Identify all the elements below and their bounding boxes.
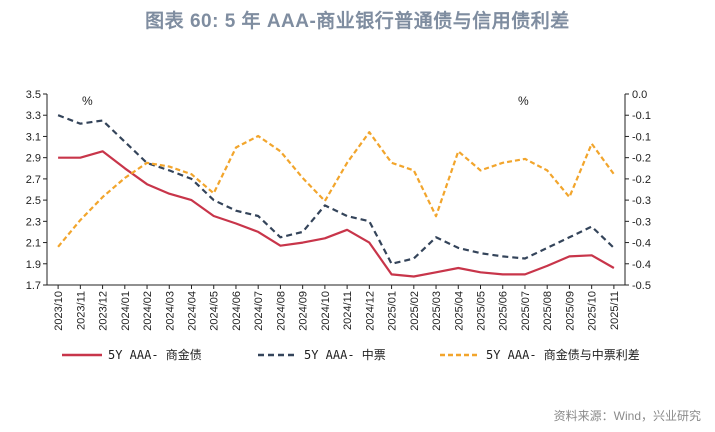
y-right-tick-label: -0.2 — [632, 153, 651, 165]
x-tick-label: 2024/06 — [231, 291, 243, 331]
x-tick-label: 2024/08 — [275, 291, 287, 331]
legend-label-3: 5Y AAA- 商金债与中票利差 — [486, 347, 640, 362]
x-tick-label: 2023/11 — [75, 291, 87, 330]
x-tick-label: 2025/06 — [498, 291, 510, 331]
y-left-tick-label: 2.7 — [26, 174, 41, 186]
x-tick-label: 2023/10 — [53, 291, 65, 331]
x-tick-label: 2025/09 — [564, 291, 576, 331]
left-axis-unit: % — [82, 94, 93, 108]
y-right-tick-label: -0.1 — [632, 131, 651, 143]
x-tick-label: 2024/10 — [320, 291, 332, 331]
y-right-tick-label: -0.4 — [632, 238, 651, 250]
x-tick-label: 2025/03 — [431, 291, 443, 331]
y-left-tick-label: 1.9 — [26, 259, 41, 271]
y-left-tick-label: 3.3 — [26, 110, 41, 122]
x-tick-label: 2025/05 — [476, 291, 488, 331]
x-tick-label: 2024/01 — [120, 291, 132, 331]
y-right-tick-label: -0.4 — [632, 259, 651, 271]
x-tick-label: 2023/12 — [98, 291, 110, 331]
x-tick-label: 2024/12 — [364, 291, 376, 331]
series-line-2 — [57, 114, 615, 265]
y-right-tick-label: -0.5 — [632, 280, 651, 292]
y-left-tick-label: 2.9 — [26, 153, 41, 165]
y-left-tick-label: 3.5 — [26, 89, 41, 101]
y-left-tick-label: 3.1 — [26, 131, 41, 143]
y-left-tick-label: 2.3 — [26, 216, 41, 228]
y-right-tick-label: -0.3 — [632, 195, 651, 207]
x-tick-label: 2025/01 — [387, 291, 399, 331]
x-tick-label: 2024/04 — [187, 291, 199, 331]
right-axis-unit: % — [518, 94, 529, 108]
x-tick-label: 2025/10 — [587, 291, 599, 331]
x-tick-label: 2024/05 — [209, 291, 221, 331]
x-tick-label: 2025/08 — [542, 291, 554, 331]
y-left-tick-label: 1.7 — [26, 280, 41, 292]
y-right-tick-label: -0.2 — [632, 174, 651, 186]
legend-label-2: 5Y AAA- 中票 — [304, 347, 386, 362]
x-tick-label: 2025/04 — [453, 291, 465, 331]
y-left-tick-label: 2.1 — [26, 238, 41, 250]
x-tick-label: 2024/02 — [142, 291, 154, 331]
y-right-tick-label: 0.0 — [632, 89, 647, 101]
x-tick-label: 2025/02 — [409, 291, 421, 331]
x-tick-label: 2024/03 — [164, 291, 176, 331]
x-tick-label: 2025/11 — [609, 291, 621, 330]
legend-label-1: 5Y AAA- 商金债 — [108, 347, 202, 362]
x-tick-label: 2024/11 — [342, 291, 354, 330]
x-tick-label: 2024/09 — [298, 291, 310, 331]
chart-title: 图表 60: 5 年 AAA-商业银行普通债与信用债利差 — [145, 11, 570, 32]
x-tick-label: 2025/07 — [520, 291, 532, 331]
x-tick-label: 2024/07 — [253, 291, 265, 331]
y-left-tick-label: 2.5 — [26, 195, 41, 207]
y-right-tick-label: -0.3 — [632, 216, 651, 228]
y-right-tick-label: -0.1 — [632, 110, 651, 122]
series-line-3 — [57, 131, 615, 248]
source-note: 资料来源：Wind，兴业研究 — [553, 409, 701, 423]
series-line-1 — [58, 150, 615, 278]
